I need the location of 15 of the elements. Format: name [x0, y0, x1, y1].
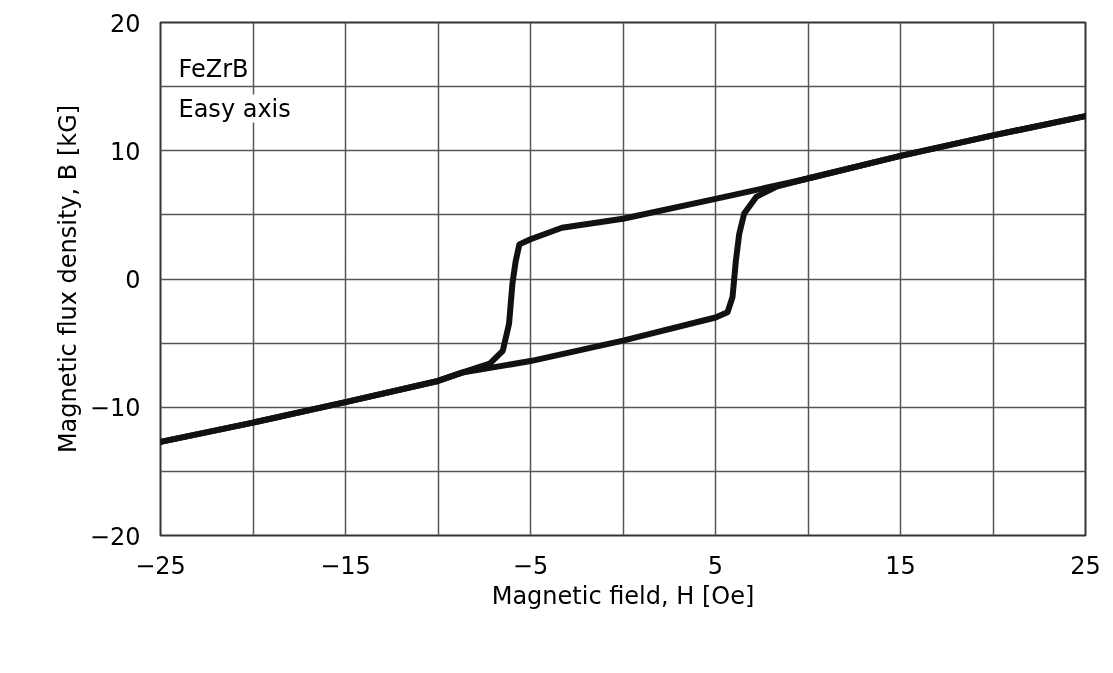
x-tick-label: 25	[1070, 551, 1101, 580]
x-axis-title: Magnetic field, H [Oe]	[491, 581, 755, 610]
x-tick-label: −5	[512, 551, 549, 580]
annotation: FeZrB	[178, 54, 249, 83]
y-axis-title: Magnetic flux density, B [kG]	[53, 104, 82, 454]
x-tick-label: −25	[135, 551, 186, 580]
annotation: Easy axis	[178, 94, 291, 123]
y-tick-label: −20	[89, 522, 141, 551]
x-tick-label: 5	[707, 551, 724, 580]
y-tick-label: 10	[109, 137, 141, 166]
y-tick-label: −10	[89, 394, 141, 423]
y-tick-label: 20	[109, 9, 141, 38]
y-tick-label: 0	[125, 266, 141, 294]
x-tick-label: −15	[320, 551, 371, 580]
x-tick-label: 15	[885, 551, 916, 580]
